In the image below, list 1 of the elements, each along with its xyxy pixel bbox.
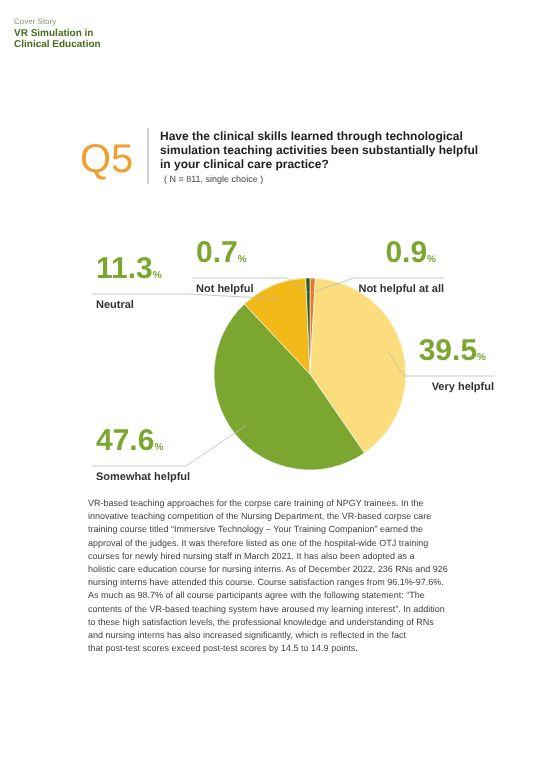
- text: Q5: [80, 138, 134, 182]
